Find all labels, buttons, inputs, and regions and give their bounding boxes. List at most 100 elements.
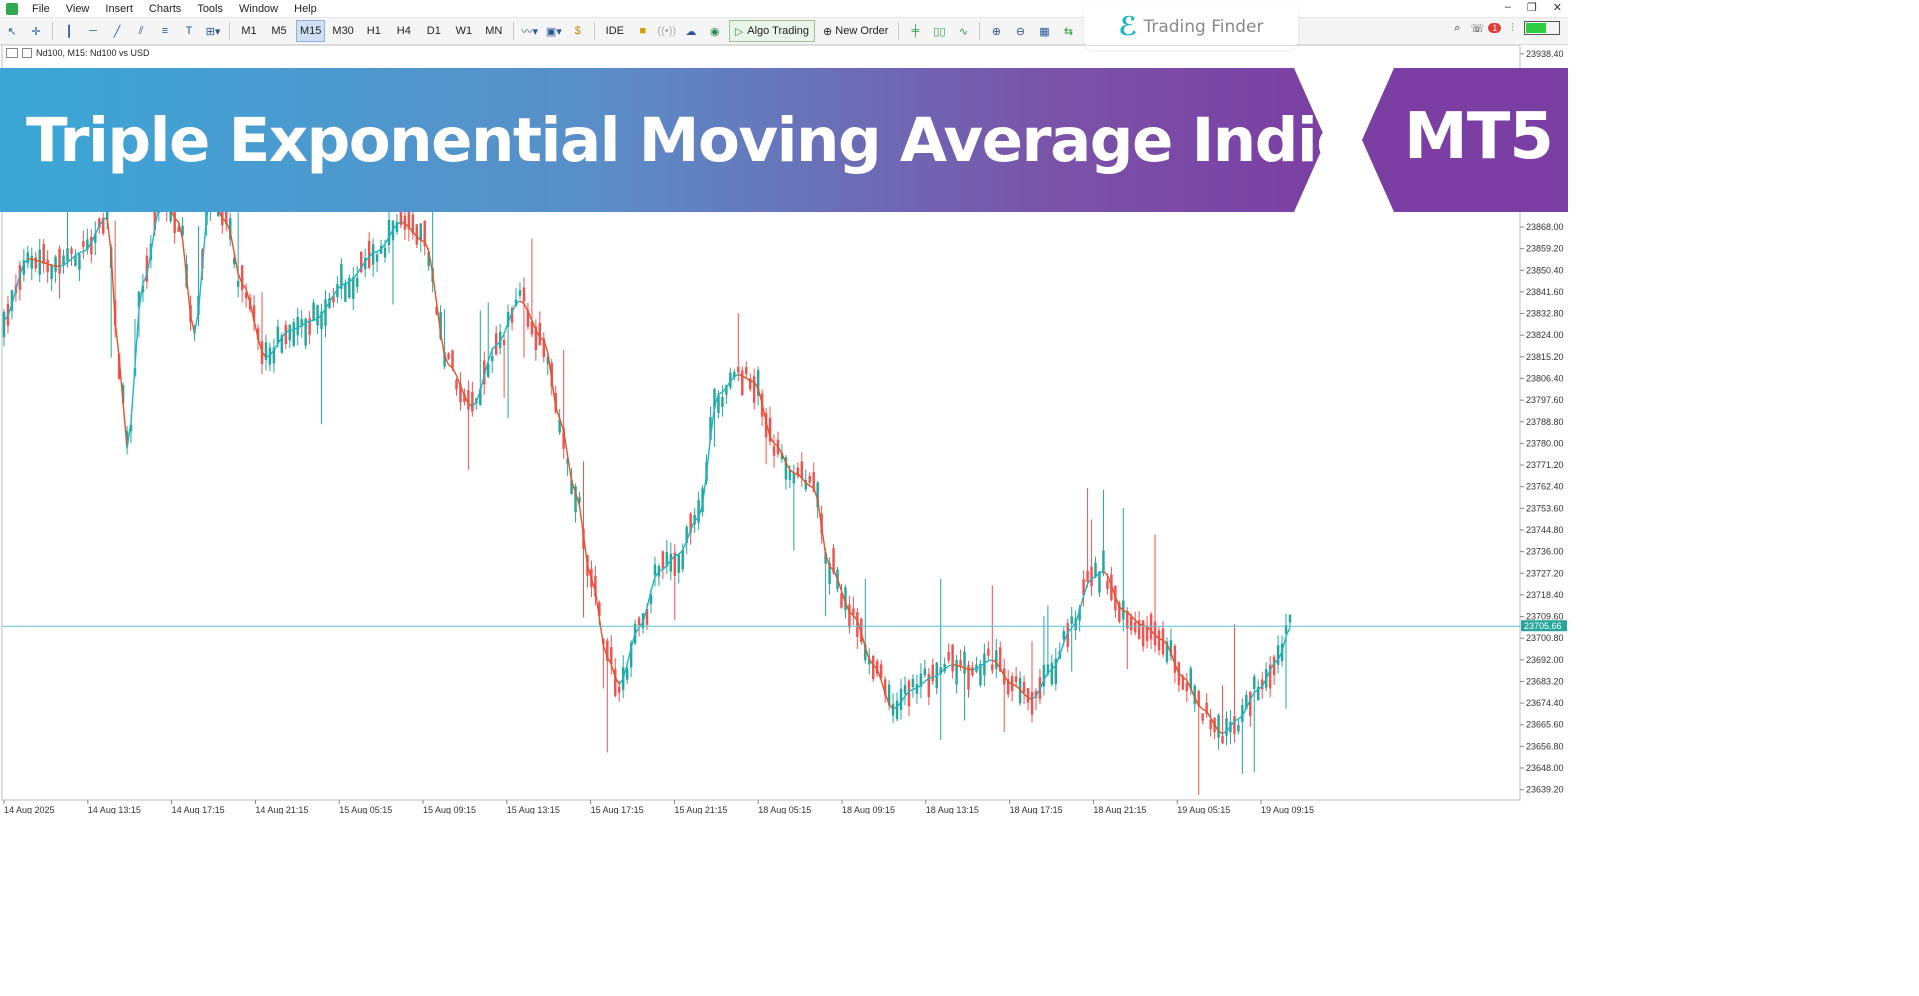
close-icon[interactable]: ✕ [1552,2,1562,14]
x-tick-label: 15 Aug 17:15 [591,805,644,814]
zoom-out-icon[interactable]: ⊖ [1015,25,1026,38]
tema-segment [94,225,100,235]
tema-segment [443,355,450,365]
line-chart-icon[interactable]: ∿ [958,25,969,38]
candle-body [82,241,85,247]
candle-body [879,664,883,679]
menu-window[interactable]: Window [239,2,279,15]
candle-body [729,372,732,388]
menu-charts[interactable]: Charts [148,2,182,15]
candle-body [717,395,720,414]
y-tick-label: 23736.00 [1526,547,1564,557]
candle [1034,687,1038,710]
tema-segment [535,329,541,338]
candle-body [1237,724,1240,732]
candle [1225,711,1228,746]
vps-icon[interactable]: ◉ [710,25,720,38]
fibonacci-icon[interactable]: ≡ [161,25,169,37]
candle-body [1141,620,1145,647]
timeframe-m5[interactable]: M5 [271,25,287,37]
grid-icon[interactable]: ▦ [1039,25,1050,38]
text-tool-icon[interactable]: T [185,25,193,37]
crosshair-icon[interactable]: ✛ [31,25,41,38]
timeframe-mn[interactable]: MN [485,25,503,37]
cursor-icon[interactable]: ↖ [7,25,17,38]
candle [999,641,1002,673]
tema-segment [301,322,307,326]
restore-icon[interactable]: ❐ [1526,2,1537,14]
lock-icon[interactable]: ■ [639,25,647,37]
candle [260,292,264,375]
tema-segment [904,690,910,697]
timeframe-m30[interactable]: M30 [332,25,354,37]
tema-segment [281,331,287,338]
tema-segment [586,565,593,579]
candle [244,283,248,308]
tema-segment [332,288,338,296]
signal-strength-icon: ⫶ [1511,21,1514,34]
candle-body [907,680,911,707]
chart-menu-icon[interactable] [6,48,18,58]
shapes-icon[interactable]: ⊞▾ [205,25,221,38]
tema-segment [1194,697,1200,706]
candle-chart-icon[interactable]: ▯▯ [933,25,946,38]
timeframe-d1[interactable]: D1 [426,25,441,37]
candle [677,552,680,584]
menu-help[interactable]: Help [294,2,317,15]
ide-button[interactable]: IDE [605,25,624,37]
tema-segment [86,242,92,250]
banner-background [0,68,1326,212]
bar-chart-icon[interactable]: ╪ [911,25,920,37]
candle-body [423,220,426,247]
tema-segment [574,492,581,507]
trendline-icon[interactable]: ╱ [113,25,121,38]
horizontal-line-icon[interactable]: ─ [89,25,97,37]
candle [26,246,30,269]
channel-icon[interactable]: ⫽ [138,24,144,37]
timeframe-m15[interactable]: M15 [296,20,326,42]
menu-view[interactable]: View [65,2,90,15]
minimize-icon[interactable]: – [1504,1,1511,13]
timeframe-h1[interactable]: H1 [366,25,381,37]
new-order-button[interactable]: ⊕ New Order [819,21,892,41]
candle-body [411,214,415,234]
autoscroll-icon[interactable]: ⇆ [1063,25,1074,38]
templates-icon[interactable]: ▣▾ [545,25,562,38]
tema-segment [416,236,422,241]
tema-segment [1071,622,1077,629]
candle-body [526,309,530,327]
candle-body [399,204,403,225]
candle-body [292,322,295,346]
menu-file[interactable]: File [32,2,50,15]
timeframe-h4[interactable]: H4 [396,25,411,37]
tema-segment [1245,699,1251,709]
tema-segment [245,288,251,303]
candle [483,351,486,395]
menu-insert[interactable]: Insert [105,2,133,15]
search-icon[interactable]: ⌕ [1454,21,1461,34]
candle [125,425,129,455]
candle [935,661,938,695]
candle [1197,689,1200,796]
dollar-icon[interactable]: $ [574,25,581,37]
signal-icon[interactable]: ((•)) [657,25,677,37]
chat-icon[interactable]: ☏ [1470,22,1485,35]
candle [915,674,919,704]
candle-body [490,356,494,362]
zoom-in-icon[interactable]: ⊕ [991,25,1002,38]
tema-segment [83,248,88,253]
tema-segment [570,480,577,493]
cloud-icon[interactable]: ☁ [685,25,697,38]
candle-body [324,299,327,326]
candle [487,302,490,379]
tema-segment [114,320,120,358]
indicators-icon[interactable]: 〰▾ [521,26,539,38]
algo-trading-button[interactable]: ▷ Algo Trading [728,20,816,42]
vertical-line-icon[interactable]: ┃ [65,25,73,38]
menu-tools[interactable]: Tools [197,2,223,15]
timeframe-w1[interactable]: W1 [455,25,473,37]
candle-body [98,218,101,228]
candle-body [1173,645,1177,673]
tema-segment [388,229,394,238]
timeframe-m1[interactable]: M1 [241,25,257,37]
